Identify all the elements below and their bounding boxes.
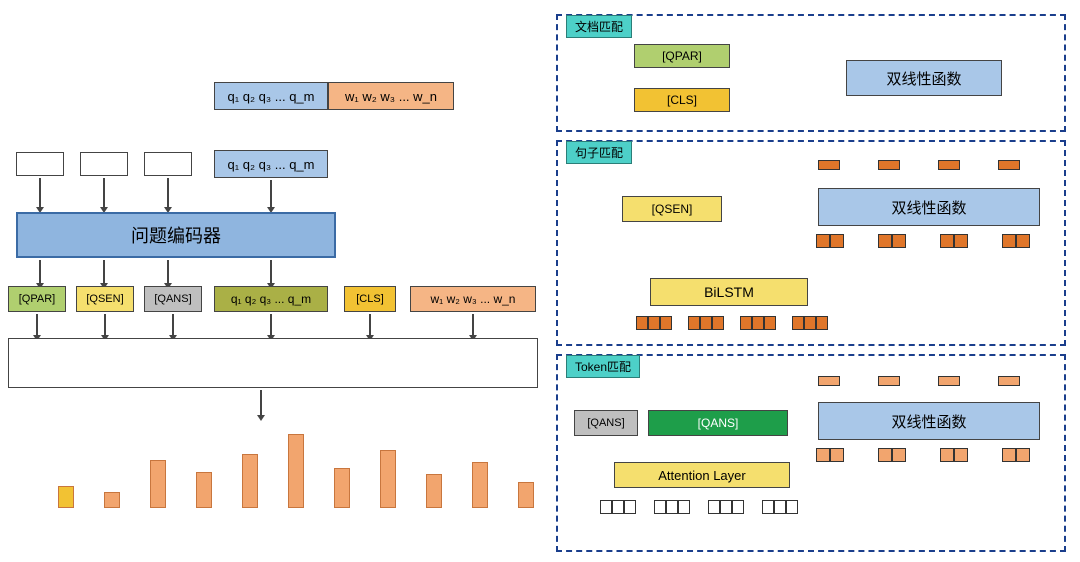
- row3-w-tokens: w₁ w₂ w₃ ... w_n: [410, 286, 536, 312]
- p3-bot-tile: [774, 500, 786, 514]
- cls-token: [CLS]: [344, 286, 396, 312]
- p2-bot-tile: [792, 316, 804, 330]
- panel3-label: Token匹配: [566, 355, 640, 378]
- p3-bot-tile: [654, 500, 666, 514]
- panel2-qsen: [QSEN]: [622, 196, 722, 222]
- p2-top-tile: [998, 160, 1020, 170]
- row2-q-tokens: q₁ q₂ q₃ ... q_m: [214, 150, 328, 178]
- top-q-tokens: q₁ q₂ q₃ ... q_m: [214, 82, 328, 110]
- panel1-label: 文档匹配: [566, 15, 632, 38]
- panel3-qans-grey: [QANS]: [574, 410, 638, 436]
- p3-mid-tile: [830, 448, 844, 462]
- bar: [426, 474, 442, 508]
- p2-mid-tile: [878, 234, 892, 248]
- p2-mid-tile: [816, 234, 830, 248]
- diagram-canvas: q₁ q₂ q₃ ... q_m w₁ w₂ w₃ ... w_n q₁ q₂ …: [0, 0, 1080, 562]
- p3-top-tile: [938, 376, 960, 386]
- p2-bot-tile: [648, 316, 660, 330]
- p2-top-tile: [938, 160, 960, 170]
- p3-bot-tile: [786, 500, 798, 514]
- p3-bot-tile: [666, 500, 678, 514]
- p2-mid-tile: [830, 234, 844, 248]
- p2-bot-tile: [636, 316, 648, 330]
- p3-bot-tile: [678, 500, 690, 514]
- panel-doc-match: 文档匹配 [QPAR] [CLS] 双线性函数: [556, 14, 1066, 132]
- p3-bot-tile: [762, 500, 774, 514]
- panel1-cls: [CLS]: [634, 88, 730, 112]
- p3-bot-tile: [612, 500, 624, 514]
- p2-bot-tile: [740, 316, 752, 330]
- panel1-qpar: [QPAR]: [634, 44, 730, 68]
- qans-token: [QANS]: [144, 286, 202, 312]
- p2-mid-tile: [892, 234, 906, 248]
- qsen-token: [QSEN]: [76, 286, 134, 312]
- p2-bot-tile: [712, 316, 724, 330]
- p3-mid-tile: [878, 448, 892, 462]
- p2-bot-tile: [660, 316, 672, 330]
- p3-mid-tile: [1016, 448, 1030, 462]
- row3-q-tokens: q₁ q₂ q₃ ... q_m: [214, 286, 328, 312]
- p3-mid-tile: [954, 448, 968, 462]
- bar: [288, 434, 304, 508]
- p3-top-tile: [818, 376, 840, 386]
- top-w-tokens: w₁ w₂ w₃ ... w_n: [328, 82, 454, 110]
- bar: [104, 492, 120, 508]
- panel2-bilstm: BiLSTM: [650, 278, 808, 306]
- panel-token-match: Token匹配 [QANS] [QANS] 双线性函数 Attention La…: [556, 354, 1066, 552]
- p3-mid-tile: [816, 448, 830, 462]
- bar: [380, 450, 396, 508]
- p3-bot-tile: [720, 500, 732, 514]
- bar: [518, 482, 534, 508]
- p3-mid-tile: [1002, 448, 1016, 462]
- empty-token-3: [144, 152, 192, 176]
- p2-top-tile: [878, 160, 900, 170]
- p3-bot-tile: [600, 500, 612, 514]
- model-block: [8, 338, 538, 388]
- panel3-qans-green: [QANS]: [648, 410, 788, 436]
- bar-chart: [58, 420, 538, 510]
- p3-mid-tile: [892, 448, 906, 462]
- p2-bot-tile: [700, 316, 712, 330]
- p2-bot-tile: [804, 316, 816, 330]
- panel-sent-match: 句子匹配 [QSEN] 双线性函数 BiLSTM: [556, 140, 1066, 346]
- panel2-bilinear: 双线性函数: [818, 188, 1040, 226]
- p2-mid-tile: [1002, 234, 1016, 248]
- bar: [196, 472, 212, 508]
- panel3-attention: Attention Layer: [614, 462, 790, 488]
- question-encoder: 问题编码器: [16, 212, 336, 258]
- bar: [334, 468, 350, 508]
- bar: [58, 486, 74, 508]
- p2-mid-tile: [954, 234, 968, 248]
- panel2-label: 句子匹配: [566, 141, 632, 164]
- p2-bot-tile: [816, 316, 828, 330]
- p2-bot-tile: [764, 316, 776, 330]
- p2-mid-tile: [1016, 234, 1030, 248]
- bar: [242, 454, 258, 508]
- p3-top-tile: [998, 376, 1020, 386]
- empty-token-2: [80, 152, 128, 176]
- p3-bot-tile: [708, 500, 720, 514]
- qpar-token: [QPAR]: [8, 286, 66, 312]
- panel1-bilinear: 双线性函数: [846, 60, 1002, 96]
- p2-top-tile: [818, 160, 840, 170]
- p2-mid-tile: [940, 234, 954, 248]
- p3-top-tile: [878, 376, 900, 386]
- p2-bot-tile: [752, 316, 764, 330]
- p3-mid-tile: [940, 448, 954, 462]
- p3-bot-tile: [624, 500, 636, 514]
- panel3-bilinear: 双线性函数: [818, 402, 1040, 440]
- p2-bot-tile: [688, 316, 700, 330]
- bar: [472, 462, 488, 508]
- bar: [150, 460, 166, 508]
- p3-bot-tile: [732, 500, 744, 514]
- empty-token-1: [16, 152, 64, 176]
